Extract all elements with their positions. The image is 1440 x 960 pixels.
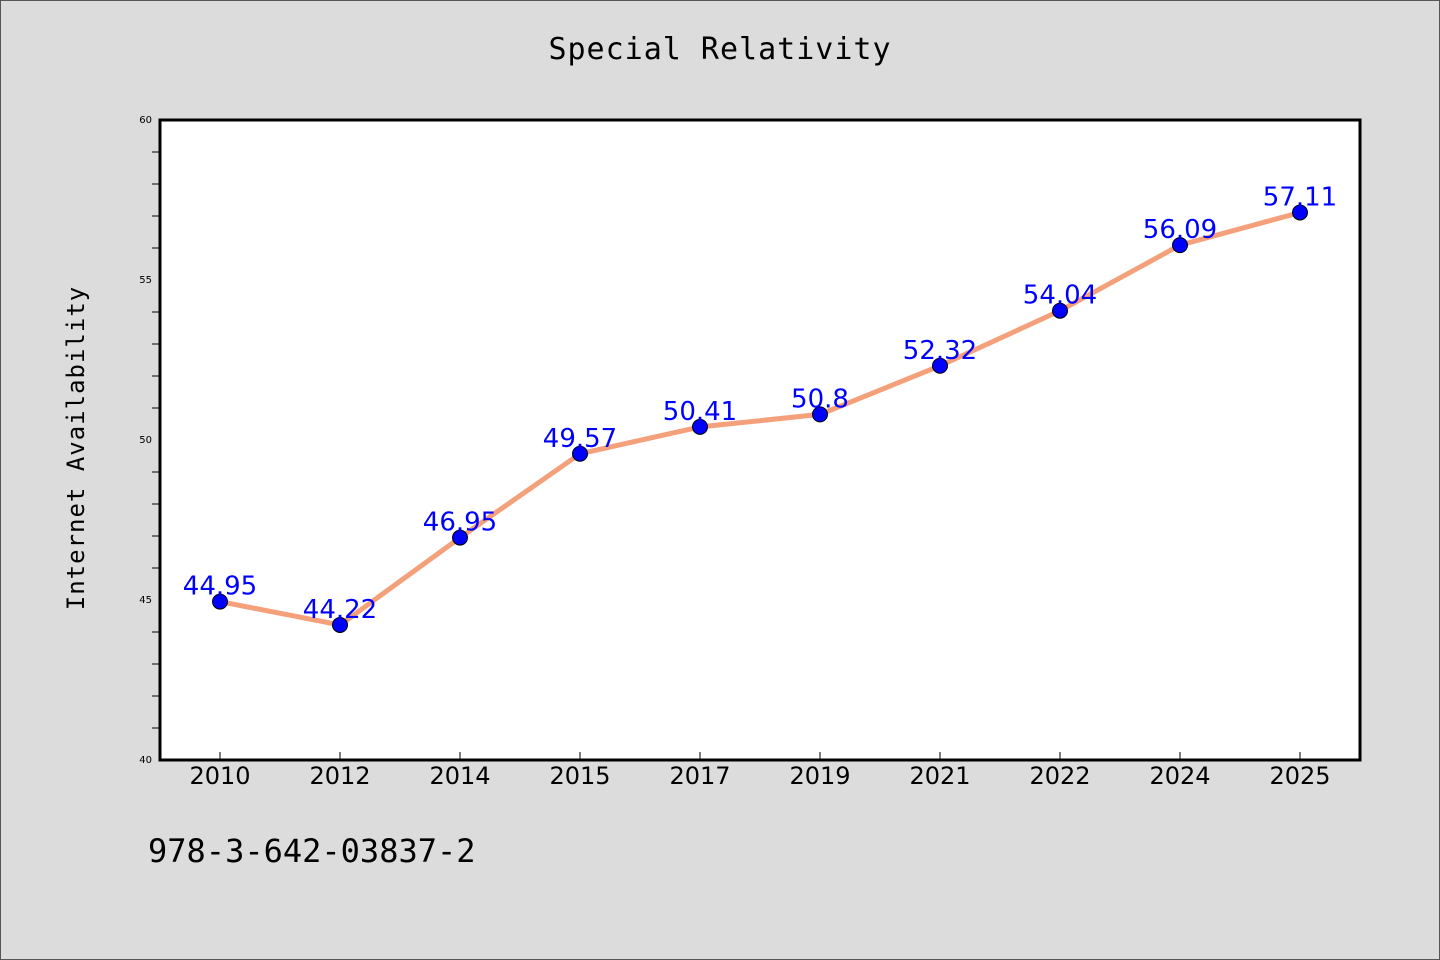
data-point (812, 406, 828, 423)
data-point (1052, 302, 1068, 319)
x-tick-label: 2012 (309, 762, 370, 790)
y-tick-label: 55 (139, 275, 152, 286)
y-axis: 40 45 50 55 60 (139, 115, 160, 766)
data-label: 52.32 (903, 336, 977, 366)
x-tick-label: 2021 (909, 762, 970, 790)
data-point (332, 616, 348, 633)
x-tick-label: 2022 (1029, 762, 1090, 790)
x-tick-label: 2017 (669, 762, 730, 790)
x-tick-label: 2019 (789, 762, 850, 790)
x-tick-label: 2015 (549, 762, 610, 790)
data-point (572, 445, 588, 462)
x-tick-label: 2010 (189, 762, 250, 790)
data-label: 44.95 (183, 572, 257, 602)
plot-area (158, 118, 1362, 762)
data-label: 54.04 (1023, 281, 1097, 311)
data-label: 46.95 (423, 508, 497, 538)
x-tick-label: 2024 (1149, 762, 1210, 790)
series-line (217, 209, 1303, 628)
data-label: 49.57 (543, 424, 617, 454)
data-label: 57.11 (1263, 182, 1337, 212)
data-label: 56.09 (1143, 215, 1217, 245)
data-label: 44.22 (303, 595, 377, 625)
data-point (212, 593, 228, 610)
y-tick-label: 45 (139, 595, 152, 606)
data-point (692, 418, 708, 435)
data-point (1292, 204, 1308, 221)
data-point (932, 357, 948, 374)
x-tick-label: 2025 (1269, 762, 1330, 790)
data-point (452, 529, 468, 546)
data-label: 50.41 (663, 397, 737, 427)
y-tick-label: 40 (139, 755, 152, 766)
data-label: 50.8 (791, 384, 849, 414)
data-series: 44.95 44.22 46.95 49.57 50.41 50.8 52.32 54.04 5… (183, 182, 1337, 633)
y-tick-label: 60 (139, 115, 152, 126)
x-axis: 2010 2012 2014 2015 2017 2019 2021 2022 2024 2025 (189, 752, 1331, 790)
x-tick-label: 2014 (429, 762, 490, 790)
data-point (1172, 237, 1188, 254)
y-tick-label: 50 (139, 435, 152, 446)
chart-title: Special Relativity (548, 32, 892, 67)
footer-code: 978-3-642-03837-2 (148, 832, 476, 870)
